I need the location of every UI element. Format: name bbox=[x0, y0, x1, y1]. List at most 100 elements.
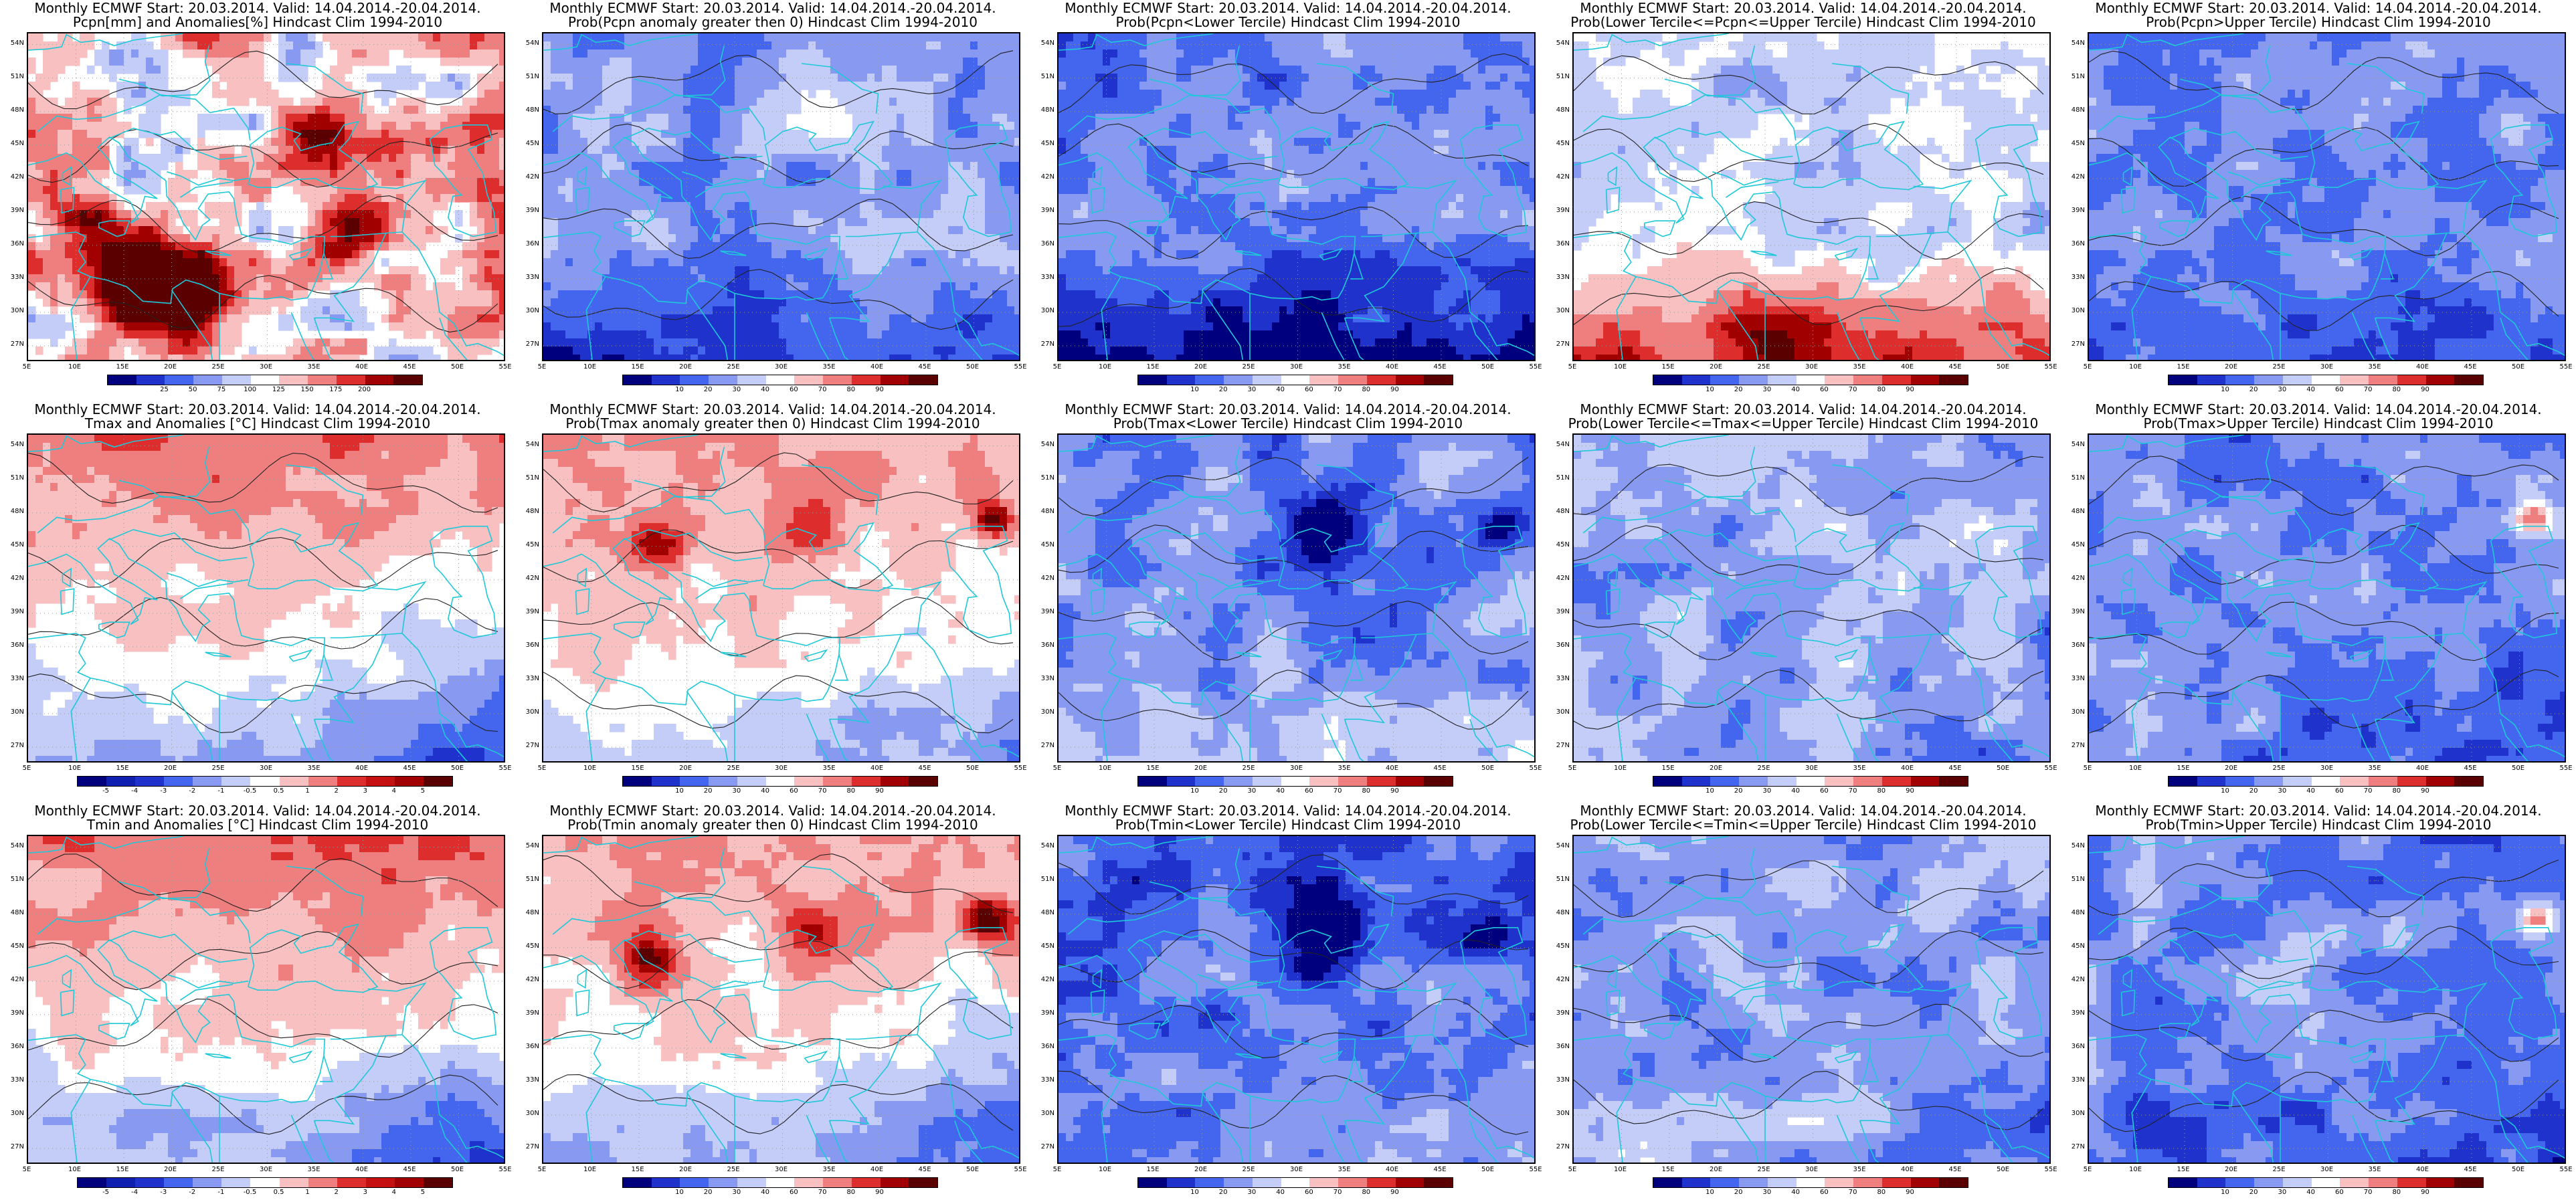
map-frame bbox=[27, 835, 505, 1164]
coastline bbox=[1616, 276, 1637, 360]
coastline bbox=[62, 567, 72, 588]
colorbar-swatch bbox=[794, 777, 824, 786]
panel-title: Monthly ECMWF Start: 20.03.2014. Valid: … bbox=[1030, 804, 1546, 832]
lon-tick-label: 10E bbox=[2126, 364, 2146, 371]
contour-line bbox=[543, 597, 1014, 656]
lon-tick-label: 25E bbox=[1754, 364, 1774, 371]
lon-tick-label: 40E bbox=[352, 1167, 372, 1173]
coastline bbox=[2179, 447, 2272, 498]
colorbar-label: 80 bbox=[2385, 788, 2408, 795]
coastline bbox=[1278, 120, 1409, 191]
lat-tick-label: 30N bbox=[0, 307, 24, 314]
colorbar-label: 40 bbox=[754, 1189, 777, 1196]
panel-title: Monthly ECMWF Start: 20.03.2014. Valid: … bbox=[515, 403, 1030, 431]
lon-tick-label: 30E bbox=[771, 1167, 792, 1173]
colorbar-label: 70 bbox=[1326, 1189, 1349, 1196]
panel-title: Monthly ECMWF Start: 20.03.2014. Valid: … bbox=[1546, 403, 2061, 431]
lon-tick-label: 40E bbox=[2413, 765, 2433, 772]
lat-tick-label: 30N bbox=[2061, 307, 2085, 314]
colorbar bbox=[622, 375, 938, 385]
colorbar-label: 1 bbox=[296, 1189, 319, 1196]
lat-tick-label: 54N bbox=[1546, 441, 1570, 448]
lon-tick-label: 25E bbox=[1238, 1167, 1259, 1173]
colorbar-swatch bbox=[1309, 375, 1339, 385]
colorbar-swatch bbox=[2197, 777, 2226, 786]
colorbar-swatch bbox=[823, 375, 852, 385]
coastline bbox=[205, 1053, 232, 1059]
coastline bbox=[577, 567, 587, 588]
colorbar-swatch bbox=[2340, 777, 2369, 786]
panel-title: Monthly ECMWF Start: 20.03.2014. Valid: … bbox=[515, 1, 1030, 29]
colorbar-label: 40 bbox=[1784, 788, 1807, 795]
coastline bbox=[1469, 312, 1534, 357]
lat-tick-label: 39N bbox=[515, 608, 539, 615]
lat-tick-label: 42N bbox=[2061, 575, 2085, 582]
colorbar-swatch bbox=[1910, 375, 1940, 385]
coastline bbox=[585, 1079, 606, 1163]
lon-tick-label: 10E bbox=[1095, 364, 1115, 371]
colorbar-label: 30 bbox=[725, 1189, 748, 1196]
map-field bbox=[1574, 435, 2049, 761]
colorbar-swatch bbox=[794, 375, 824, 385]
lon-tick-label: 30E bbox=[1802, 1167, 1822, 1173]
coastline bbox=[62, 969, 72, 989]
contour-line bbox=[1059, 123, 1529, 176]
colorbar-label: 0.5 bbox=[268, 788, 290, 795]
lon-tick-label: 40E bbox=[1382, 765, 1402, 772]
coastline bbox=[1360, 179, 1457, 237]
lat-tick-label: 42N bbox=[0, 575, 24, 582]
coastline bbox=[1644, 220, 1676, 237]
coastline bbox=[330, 982, 427, 1040]
coastline bbox=[1750, 1053, 1777, 1059]
colorbar-label: 90 bbox=[1899, 387, 1922, 393]
coastline bbox=[320, 1056, 333, 1082]
colorbar-label: 90 bbox=[1384, 788, 1406, 795]
contour-line bbox=[28, 999, 498, 1058]
lon-tick-label: 50E bbox=[1993, 1167, 2013, 1173]
coastline bbox=[624, 930, 763, 963]
colorbar-swatch bbox=[1825, 1178, 1854, 1187]
panel-title-line1: Monthly ECMWF Start: 20.03.2014. Valid: … bbox=[1546, 804, 2061, 818]
coastline bbox=[179, 181, 234, 198]
lat-tick-label: 36N bbox=[1546, 240, 1570, 247]
colorbar-swatch bbox=[1910, 777, 1940, 786]
lon-tick-label: 55E bbox=[1010, 364, 1030, 371]
coastline bbox=[290, 312, 314, 360]
lat-tick-label: 27N bbox=[0, 340, 24, 348]
contour-line bbox=[2089, 669, 2559, 734]
lat-tick-label: 51N bbox=[1546, 73, 1570, 80]
colorbar-label: 70 bbox=[1841, 387, 1864, 393]
map-frame bbox=[1572, 835, 2051, 1164]
map-frame bbox=[542, 32, 1020, 361]
coastline bbox=[804, 247, 828, 261]
coastline bbox=[1350, 654, 1364, 681]
colorbar-label: -3 bbox=[152, 1189, 175, 1196]
panel-title-line1: Monthly ECMWF Start: 20.03.2014. Valid: … bbox=[515, 1, 1030, 15]
colorbar-label: 40 bbox=[1269, 387, 1292, 393]
lat-tick-label: 42N bbox=[1546, 575, 1570, 582]
lat-tick-label: 45N bbox=[0, 541, 24, 548]
coastline bbox=[1836, 713, 1860, 761]
coastline bbox=[2349, 649, 2374, 662]
coastline bbox=[1664, 848, 1756, 900]
colorbar-swatch bbox=[651, 1178, 680, 1187]
contour-line bbox=[28, 195, 498, 253]
contour-line bbox=[1574, 268, 2044, 326]
coastline bbox=[720, 1053, 747, 1059]
lat-tick-label: 48N bbox=[515, 909, 539, 916]
colorbar-swatch bbox=[193, 375, 222, 385]
coastline bbox=[763, 923, 894, 993]
colorbar-swatch bbox=[165, 375, 194, 385]
coastline bbox=[682, 974, 764, 989]
coastline bbox=[1655, 528, 1793, 562]
colorbar-swatch bbox=[623, 777, 652, 786]
coastline bbox=[1574, 33, 1729, 51]
contour-line bbox=[543, 529, 1014, 589]
coastline bbox=[330, 581, 427, 639]
colorbar-label: -3 bbox=[152, 788, 175, 795]
coastline bbox=[2089, 231, 2369, 304]
coastline bbox=[1139, 930, 1278, 963]
lon-tick-label: 5E bbox=[532, 364, 552, 371]
colorbar-label: 20 bbox=[2242, 788, 2265, 795]
lon-tick-label: 30E bbox=[1287, 765, 1307, 772]
